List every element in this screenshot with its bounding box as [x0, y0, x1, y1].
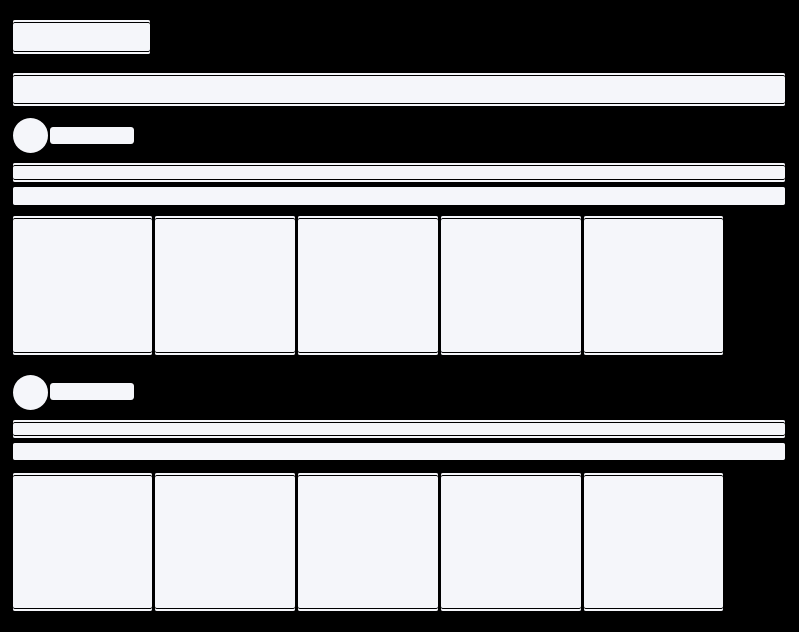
name-placeholder — [50, 127, 134, 144]
card-placeholder — [441, 473, 581, 611]
card-placeholder — [584, 473, 723, 611]
search-bar-placeholder — [13, 73, 785, 106]
text-line-placeholder — [13, 187, 785, 205]
card-placeholder — [155, 473, 295, 611]
section-placeholder-1 — [0, 118, 799, 368]
card-placeholder — [13, 473, 152, 611]
card-placeholder — [298, 216, 438, 355]
avatar-placeholder — [13, 118, 48, 153]
card-placeholder — [441, 216, 581, 355]
title-placeholder — [13, 20, 150, 54]
section-placeholder-2 — [0, 375, 799, 625]
name-placeholder — [50, 383, 134, 400]
card-placeholder — [155, 216, 295, 355]
text-line-placeholder — [13, 163, 785, 182]
card-placeholder — [584, 216, 723, 355]
card-placeholder — [13, 216, 152, 355]
card-placeholder — [298, 473, 438, 611]
text-line-placeholder — [13, 443, 785, 460]
avatar-placeholder — [13, 375, 48, 410]
text-line-placeholder — [13, 420, 785, 438]
